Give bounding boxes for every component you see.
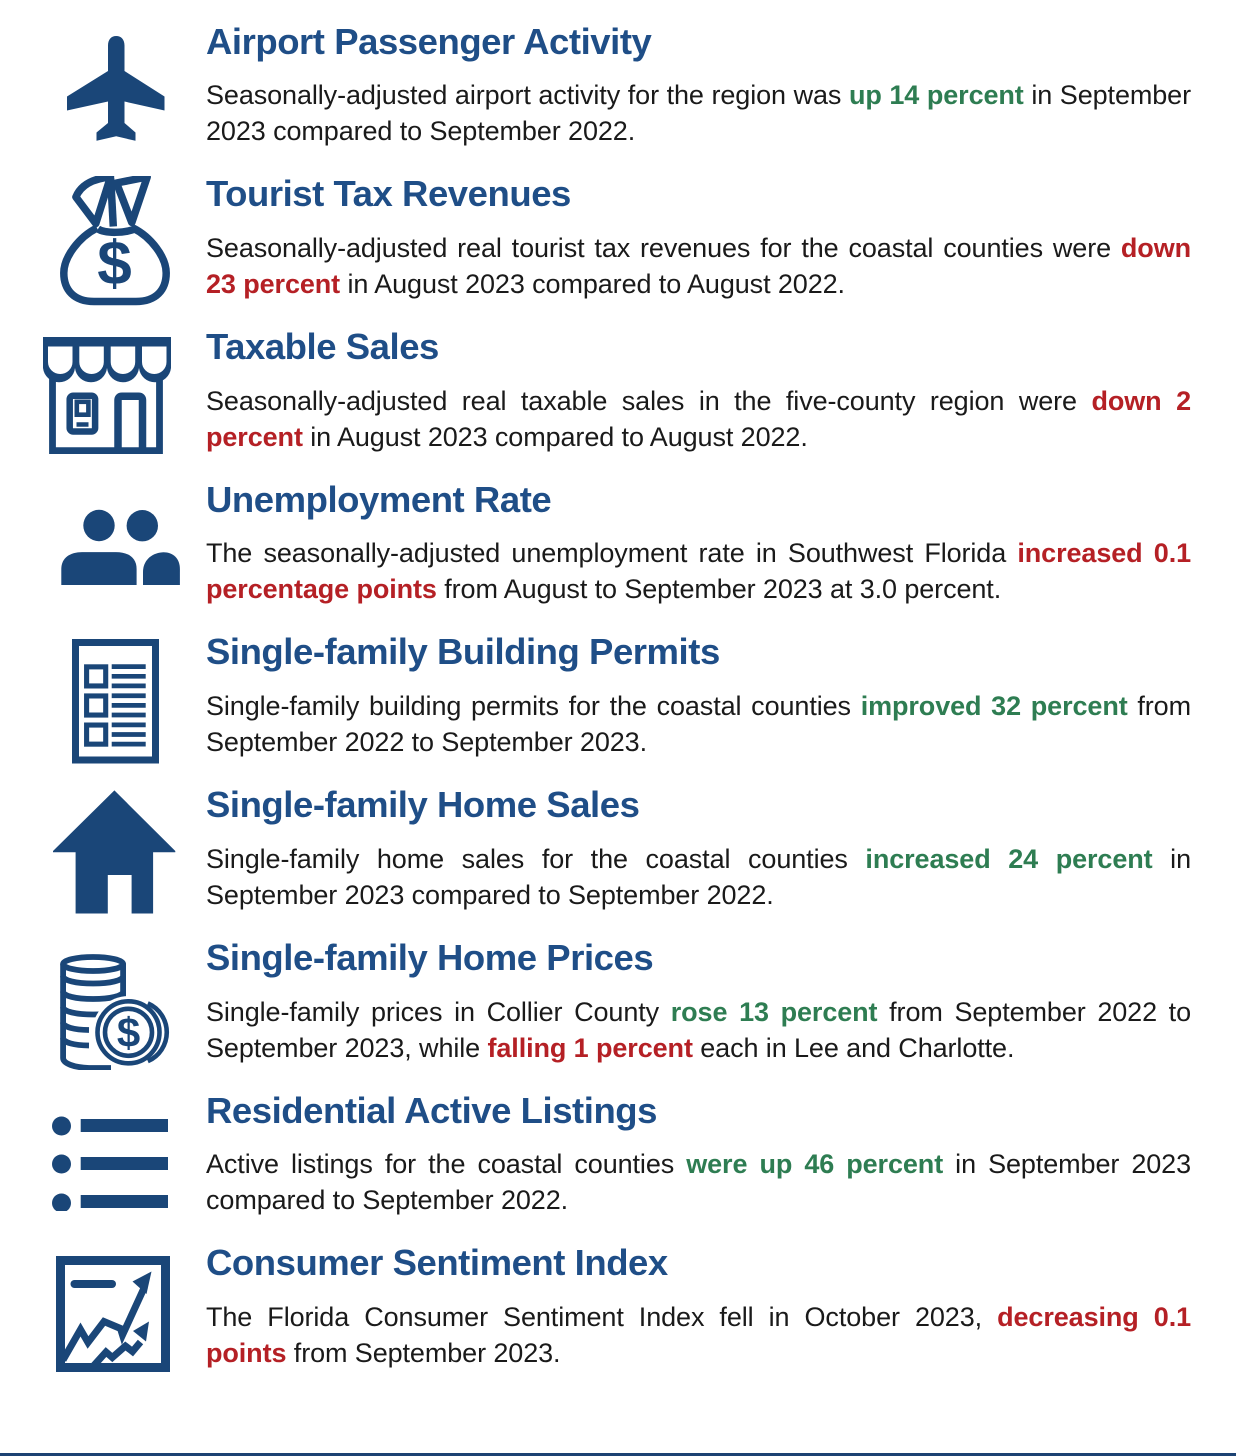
svg-text:$: $	[117, 1009, 140, 1056]
svg-text:$: $	[97, 230, 131, 299]
